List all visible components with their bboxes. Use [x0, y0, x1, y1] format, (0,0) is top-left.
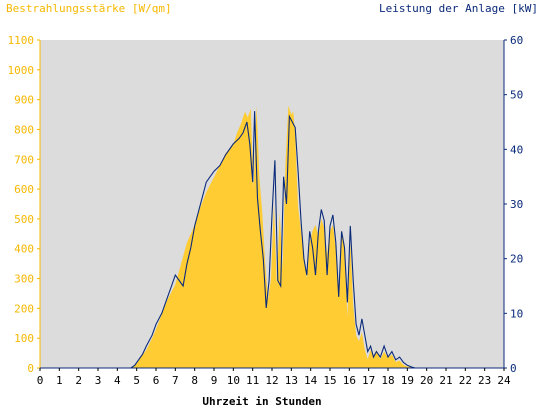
left-axis-title: Bestrahlungsstärke [W/qm]	[6, 2, 172, 15]
x-tick-label: 23	[478, 374, 491, 387]
x-tick-label: 21	[439, 374, 452, 387]
left-tick-label: 0	[27, 362, 34, 375]
x-axis-title: Uhrzeit in Stunden	[202, 395, 321, 408]
left-tick-label: 600	[14, 183, 34, 196]
x-tick-label: 19	[401, 374, 414, 387]
left-tick-label: 1100	[8, 34, 35, 47]
x-tick-label: 6	[153, 374, 160, 387]
x-tick-label: 16	[343, 374, 356, 387]
x-tick-label: 5	[133, 374, 140, 387]
left-tick-label: 700	[14, 153, 34, 166]
right-axis-ticks: 0 10 20 30 40 50 60	[504, 34, 523, 375]
x-tick-label: 24	[497, 374, 511, 387]
x-tick-label: 14	[304, 374, 318, 387]
x-tick-label: 4	[114, 374, 121, 387]
power-line-layer	[40, 111, 504, 369]
x-tick-label: 22	[459, 374, 472, 387]
left-tick-label: 300	[14, 273, 34, 286]
left-tick-label: 400	[14, 243, 34, 256]
right-tick-label: 0	[510, 362, 517, 375]
x-tick-label: 1	[56, 374, 63, 387]
right-tick-label: 20	[510, 253, 523, 266]
x-tick-label: 11	[246, 374, 259, 387]
x-tick-label: 17	[362, 374, 375, 387]
left-tick-label: 500	[14, 213, 34, 226]
right-axis-title: Leistung der Anlage [kW]	[379, 2, 538, 15]
x-tick-label: 15	[323, 374, 336, 387]
power-line-series	[40, 111, 504, 369]
left-tick-label: 800	[14, 123, 34, 136]
x-tick-label: 9	[211, 374, 218, 387]
x-tick-label: 0	[37, 374, 44, 387]
x-tick-label: 13	[285, 374, 298, 387]
left-tick-label: 900	[14, 94, 34, 107]
left-axis-ticks: 0 100 200 300 400 500 600 700 800 900 1000 1100	[8, 34, 40, 375]
left-tick-label: 100	[14, 332, 34, 345]
right-tick-label: 40	[510, 143, 523, 156]
irradiance-area-series	[40, 105, 504, 368]
right-tick-label: 10	[510, 307, 523, 320]
x-tick-label: 10	[227, 374, 240, 387]
x-tick-label: 7	[172, 374, 179, 387]
irradiance-area-layer	[40, 105, 504, 368]
right-tick-label: 60	[510, 34, 523, 47]
x-tick-label: 2	[75, 374, 82, 387]
x-tick-label: 3	[95, 374, 102, 387]
left-tick-label: 200	[14, 302, 34, 315]
right-tick-label: 30	[510, 198, 523, 211]
x-tick-label: 18	[381, 374, 394, 387]
x-tick-label: 12	[265, 374, 278, 387]
left-tick-label: 1000	[8, 64, 35, 77]
x-axis-ticks: 0 1 2 3 4 5 6 7 8 9 10 11 12 13 14 15 16 17 18 19 20 21 22 23 24	[37, 368, 511, 387]
x-tick-label: 20	[420, 374, 433, 387]
right-tick-label: 50	[510, 89, 523, 102]
x-tick-label: 8	[191, 374, 198, 387]
